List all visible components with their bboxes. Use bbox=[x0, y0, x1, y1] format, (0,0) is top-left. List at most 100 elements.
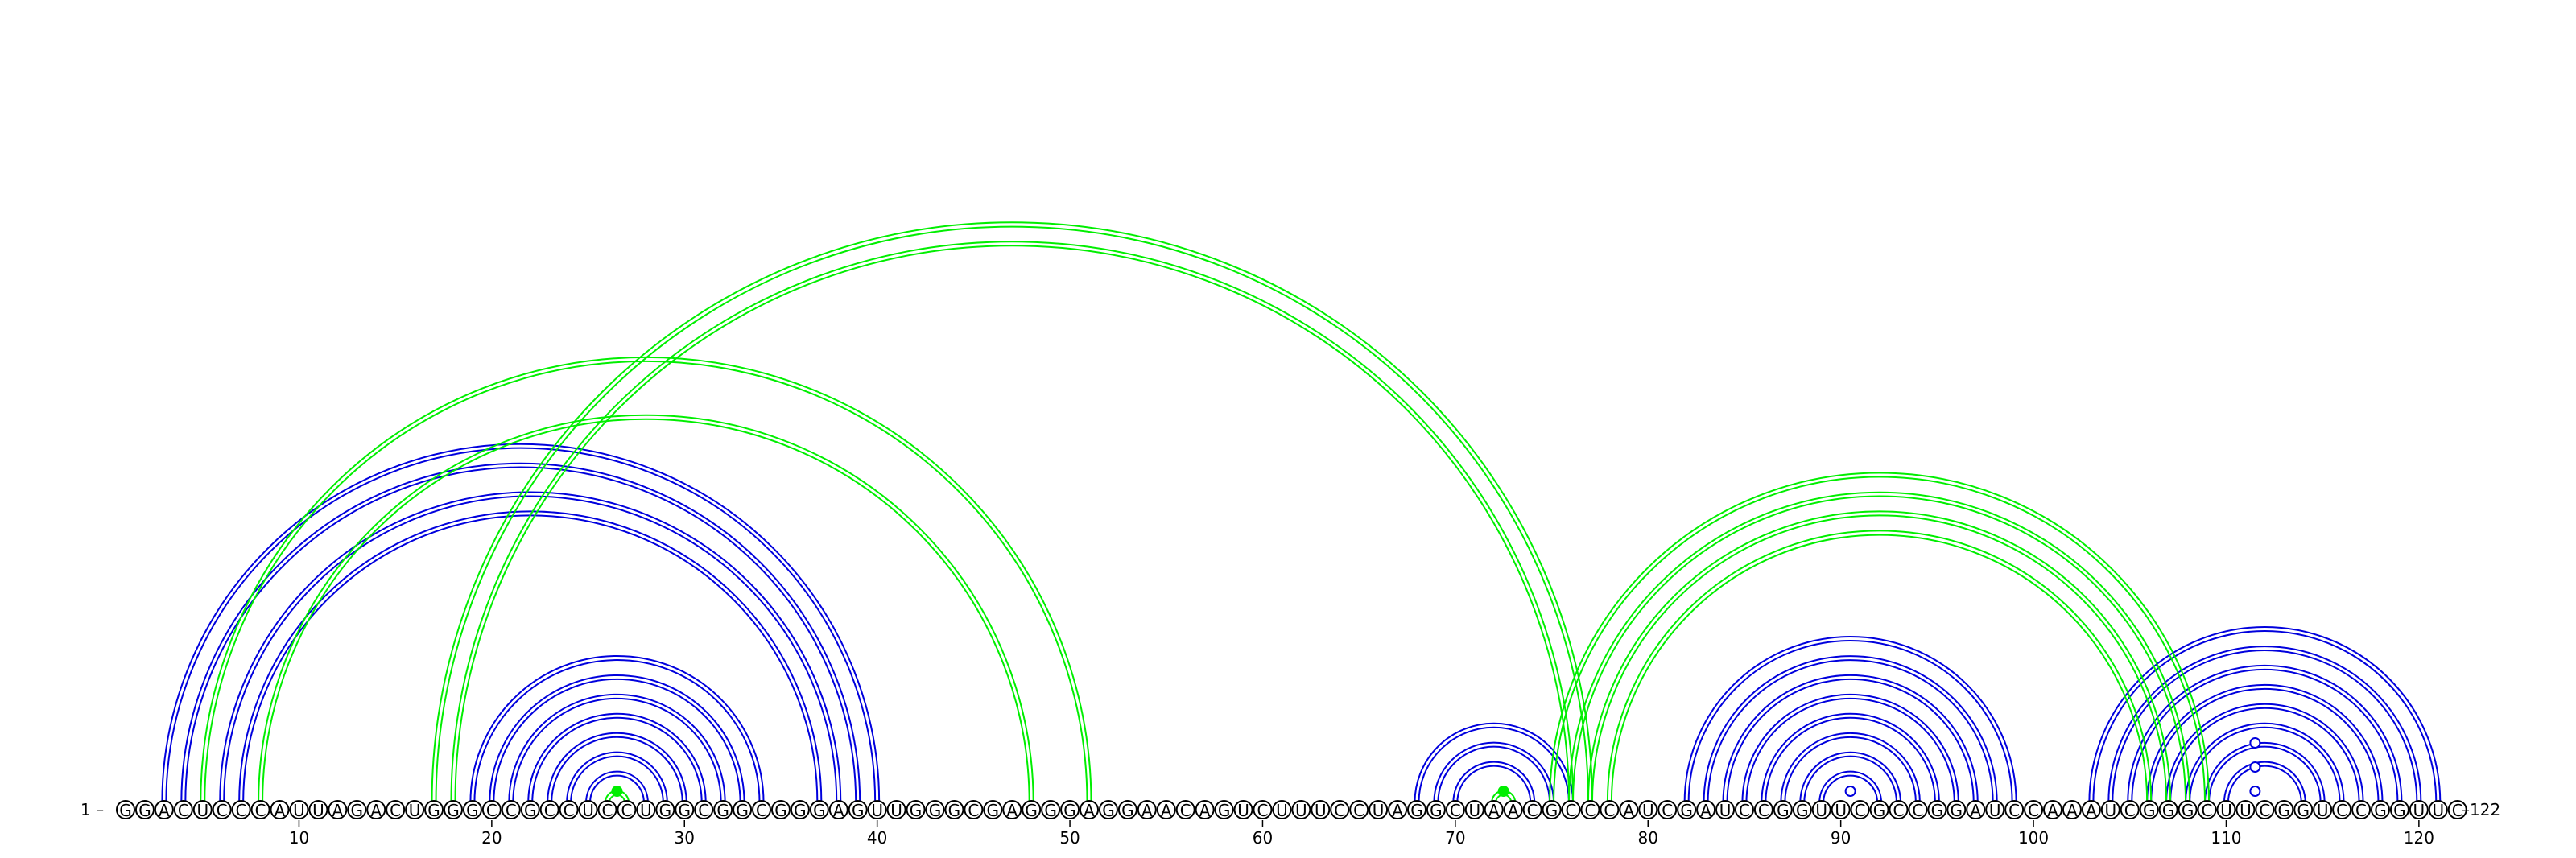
nucleotide-letter-15: C bbox=[390, 801, 401, 820]
end-label: –122 bbox=[2462, 800, 2500, 819]
nucleotide-111 bbox=[2235, 800, 2256, 819]
nucleotide-letter-14: A bbox=[370, 801, 382, 820]
tick-label-120: 120 bbox=[2404, 828, 2434, 848]
nucleotide-letter-28: U bbox=[640, 801, 652, 820]
nucleotide-78 bbox=[1600, 800, 1620, 819]
blue-arc-107-117 bbox=[2169, 707, 2360, 803]
nucleotide-24 bbox=[559, 800, 579, 819]
nucleotide-11 bbox=[308, 800, 328, 819]
nucleotide-letter-87: G bbox=[1777, 801, 1790, 820]
nucleotide-91 bbox=[1850, 800, 1870, 819]
nucleotide-14 bbox=[366, 800, 386, 819]
nucleotide-51 bbox=[1080, 800, 1099, 819]
blue-arc-24-29 bbox=[566, 751, 668, 803]
nucleotide-letter-103: A bbox=[2086, 801, 2097, 820]
blue-arc-69-75 bbox=[1433, 741, 1555, 803]
nucleotide-letter-108: G bbox=[2182, 801, 2194, 820]
blue-arc-83-98 bbox=[1703, 655, 1998, 803]
tick-label-110: 110 bbox=[2211, 828, 2241, 848]
blue-arc-68-76 bbox=[1418, 726, 1570, 803]
nucleotide-100 bbox=[2024, 800, 2044, 819]
nucleotide-letter-89: U bbox=[1815, 801, 1827, 820]
blue-arc-82-99 bbox=[1683, 636, 2017, 803]
nucleotide-letter-24: C bbox=[564, 801, 575, 820]
nucleotide-letter-30: G bbox=[679, 801, 691, 820]
nucleotide-65 bbox=[1349, 800, 1369, 819]
nucleotide-68 bbox=[1406, 800, 1426, 819]
nucleotide-letter-95: G bbox=[1931, 801, 1944, 820]
nucleotide-66 bbox=[1368, 800, 1389, 819]
blue-arc-23-30 bbox=[547, 732, 687, 803]
nucleotide-letter-94: C bbox=[1912, 801, 1923, 820]
nucleotide-90 bbox=[1831, 800, 1851, 819]
nucleotide-29 bbox=[655, 800, 675, 819]
nucleotide-77 bbox=[1580, 800, 1600, 819]
nucleotide-54 bbox=[1137, 800, 1157, 819]
nucleotide-18 bbox=[443, 800, 463, 819]
nucleotide-letter-58: G bbox=[1218, 801, 1231, 820]
blue-arc-69-75 bbox=[1437, 745, 1551, 803]
blue-arc-106-118 bbox=[2146, 683, 2384, 803]
nucleotide-7 bbox=[231, 800, 251, 819]
blue-arc-3-40 bbox=[165, 447, 877, 803]
nucleotide-letter-67: A bbox=[1392, 801, 1403, 820]
nucleotide-letter-40: U bbox=[871, 801, 883, 820]
nucleotide-73 bbox=[1503, 800, 1523, 819]
nucleotide-98 bbox=[1985, 800, 2005, 819]
tick-label-100: 100 bbox=[2018, 828, 2049, 848]
nucleotide-letter-99: C bbox=[2008, 801, 2020, 820]
blue-arc-109-115 bbox=[2204, 741, 2326, 803]
nucleotide-60 bbox=[1253, 800, 1273, 819]
blue-arc-20-33 bbox=[493, 678, 741, 803]
nucleotide-53 bbox=[1117, 800, 1137, 819]
start-label: 1 – bbox=[80, 800, 104, 819]
nucleotide-letter-26: C bbox=[602, 801, 613, 820]
nucleotide-letter-78: C bbox=[1604, 801, 1615, 820]
blue-arc-84-97 bbox=[1722, 674, 1979, 803]
nucleotide-letter-84: U bbox=[1719, 801, 1732, 820]
nucleotide-21 bbox=[501, 800, 521, 819]
nucleotide-letter-27: C bbox=[621, 801, 632, 820]
blue-arc-19-34 bbox=[469, 655, 765, 803]
nucleotide-letter-91: C bbox=[1855, 801, 1866, 820]
nucleotide-letter-102: A bbox=[2066, 801, 2078, 820]
nucleotide-letter-55: A bbox=[1161, 801, 1172, 820]
nucleotide-letter-113: G bbox=[2278, 801, 2291, 820]
nucleotide-letter-17: G bbox=[427, 801, 440, 820]
tick-label-40: 40 bbox=[867, 828, 887, 848]
nucleotide-52 bbox=[1098, 800, 1118, 819]
nucleotide-letter-47: A bbox=[1006, 801, 1018, 820]
nucleotide-letter-13: G bbox=[351, 801, 364, 820]
nucleotide-20 bbox=[481, 800, 502, 819]
blue-arc-107-117 bbox=[2165, 703, 2364, 803]
nucleotide-61 bbox=[1272, 800, 1292, 819]
nucleotide-28 bbox=[636, 800, 656, 819]
green-arc-18-76 bbox=[450, 241, 1574, 803]
blue-arc-89-92 bbox=[1823, 774, 1879, 803]
nucleotide-80 bbox=[1638, 800, 1658, 819]
nucleotide-letter-44: G bbox=[948, 801, 961, 820]
blue-arc-7-37 bbox=[242, 514, 819, 803]
green-arc-8-48 bbox=[262, 418, 1030, 803]
nucleotide-12 bbox=[328, 800, 348, 819]
blue-arc-104-120 bbox=[2107, 646, 2422, 803]
blue-arc-21-32 bbox=[512, 697, 722, 803]
nucleotide-letter-51: A bbox=[1084, 801, 1095, 820]
nucleotide-letter-20: C bbox=[486, 801, 497, 820]
nucleotide-27 bbox=[617, 800, 637, 819]
nucleotide-letter-90: U bbox=[1835, 801, 1847, 820]
nucleotide-letter-34: C bbox=[756, 801, 767, 820]
nucleotide-34 bbox=[752, 800, 772, 819]
nucleotide-letter-9: A bbox=[275, 801, 286, 820]
hairpin-marker-0 bbox=[611, 786, 623, 797]
nucleotide-101 bbox=[2043, 800, 2062, 819]
nucleotide-74 bbox=[1522, 800, 1542, 819]
nucleotide-letter-77: C bbox=[1584, 801, 1596, 820]
nucleotide-16 bbox=[405, 800, 425, 819]
tick-label-50: 50 bbox=[1059, 828, 1080, 848]
nucleotide-26 bbox=[597, 800, 617, 819]
nucleotide-letter-111: U bbox=[2240, 801, 2252, 820]
blue-arc-85-96 bbox=[1741, 693, 1959, 803]
blue-arc-70-74 bbox=[1452, 761, 1536, 803]
nucleotide-letter-112: C bbox=[2259, 801, 2270, 820]
